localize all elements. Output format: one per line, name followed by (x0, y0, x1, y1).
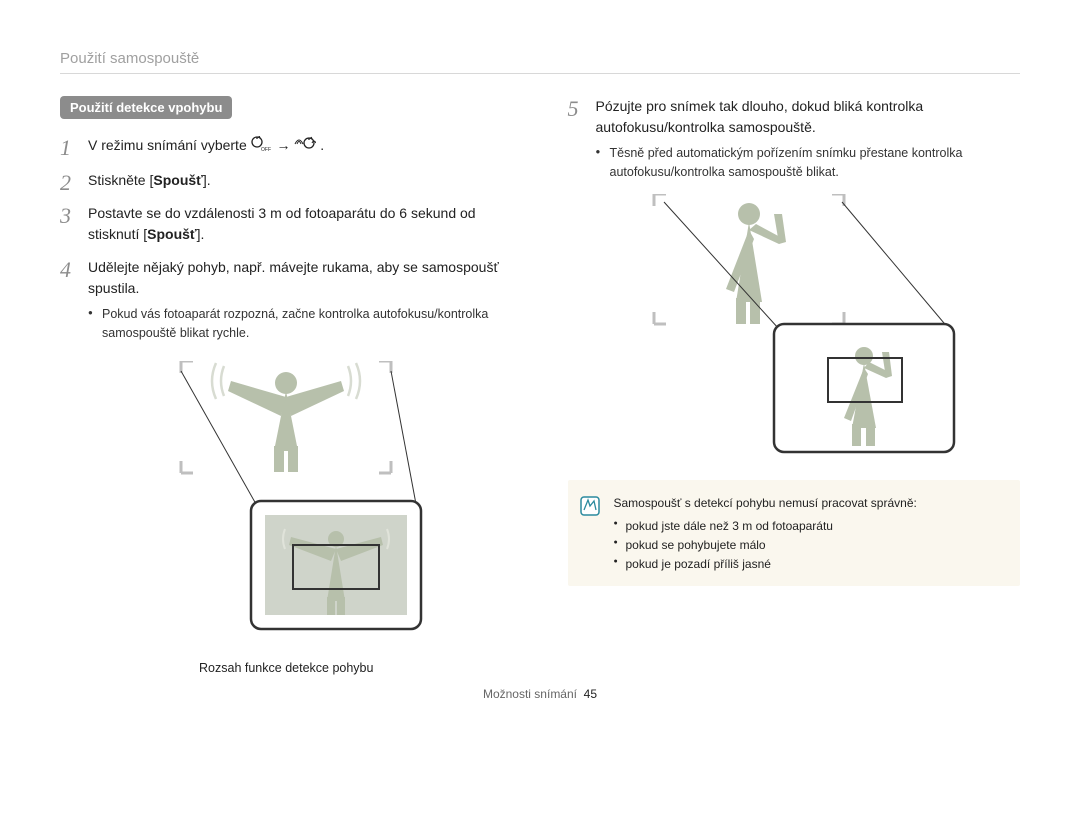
page-header: Použití samospouště (60, 50, 1020, 74)
note-icon (580, 496, 604, 575)
note-item-0: pokud jste dále než 3 m od fotoaparátu (614, 517, 917, 536)
step-3-b: ]. (197, 226, 205, 242)
step-2-a: Stiskněte [ (88, 172, 153, 188)
page-footer: Možnosti snímání 45 (60, 687, 1020, 701)
note-content: Samospoušť s detekcí pohybu nemusí praco… (614, 494, 917, 575)
note-list: pokud jste dále než 3 m od fotoaparátu p… (614, 517, 917, 575)
step-5-sub-0: Těsně před automatickým pořízením snímku… (596, 144, 1021, 182)
note-item-2: pokud je pozadí příliš jasné (614, 555, 917, 574)
step-3-bold: Spoušť (147, 226, 197, 242)
note-box: Samospoušť s detekcí pohybu nemusí praco… (568, 480, 1021, 587)
step-1: V režimu snímání vyberte OFF → (60, 135, 513, 158)
left-column: Použití detekce vpohybu V režimu snímání… (60, 96, 513, 675)
step-5: Pózujte pro snímek tak dlouho, dokud bli… (568, 96, 1021, 182)
footer-label: Možnosti snímání (483, 687, 577, 701)
footer-page: 45 (584, 687, 597, 701)
right-illustration (568, 194, 1021, 454)
step-1-pre: V režimu snímání vyberte (88, 137, 251, 153)
note-item-1: pokud se pohybujete málo (614, 536, 917, 555)
note-title: Samospoušť s detekcí pohybu nemusí praco… (614, 494, 917, 513)
step-2-bold: Spoušť (153, 172, 203, 188)
step-2-b: ]. (203, 172, 211, 188)
step-2: Stiskněte [Spoušť]. (60, 170, 513, 191)
step-5-text: Pózujte pro snímek tak dlouho, dokud bli… (596, 98, 924, 135)
off-icon: OFF (251, 136, 273, 158)
step-3: Postavte se do vzdálenosti 3 m od fotoap… (60, 203, 513, 245)
steps-right: Pózujte pro snímek tak dlouho, dokud bli… (568, 96, 1021, 182)
step-1-arrow: → (277, 137, 295, 153)
step-4-sub-0: Pokud vás fotoaparát rozpozná, začne kon… (88, 305, 513, 343)
step-5-sub: Těsně před automatickým pořízením snímku… (596, 144, 1021, 182)
left-caption: Rozsah funkce detekce pohybu (199, 661, 373, 675)
step-4-sub: Pokud vás fotoaparát rozpozná, začne kon… (88, 305, 513, 343)
steps-left: V režimu snímání vyberte OFF → (60, 135, 513, 343)
motion-icon (294, 136, 316, 158)
step-4-text: Udělejte nějaký pohyb, např. mávejte ruk… (88, 259, 499, 296)
step-1-post: . (320, 137, 324, 153)
step-4: Udělejte nějaký pohyb, např. mávejte ruk… (60, 257, 513, 343)
right-column: Pózujte pro snímek tak dlouho, dokud bli… (568, 96, 1021, 675)
svg-text:OFF: OFF (261, 147, 271, 152)
section-label: Použití detekce vpohybu (60, 96, 232, 119)
left-illustration: Rozsah funkce detekce pohybu (60, 361, 513, 675)
